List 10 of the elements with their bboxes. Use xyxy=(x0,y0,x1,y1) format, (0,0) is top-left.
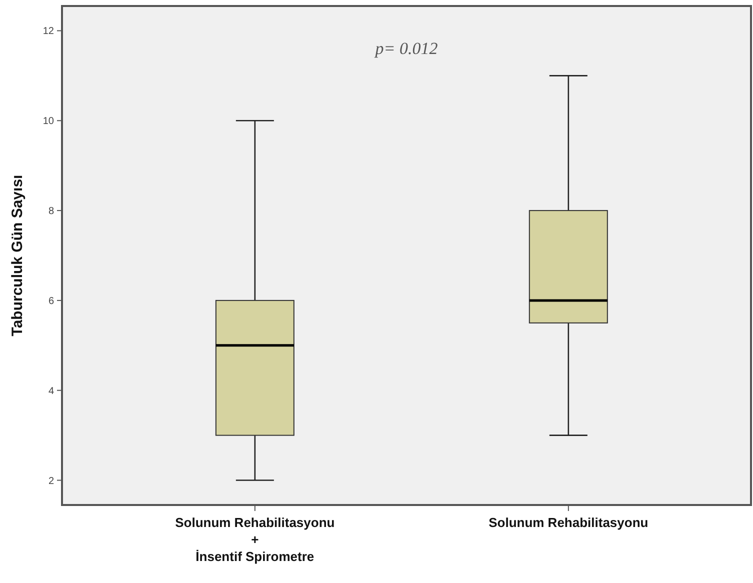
x-tick-label: Solunum Rehabilitasyonu + İnsentif Spirometre xyxy=(175,515,335,564)
y-tick-label: 6 xyxy=(48,296,54,307)
y-tick-label: 10 xyxy=(42,116,54,128)
y-tick-label: 12 xyxy=(42,26,54,38)
annotation: p= 0.012 xyxy=(374,39,438,58)
x-tick-label: Solunum Rehabilitasyonu xyxy=(488,515,648,530)
y-axis-title: Taburculuk Gün Sayısı xyxy=(9,174,26,336)
y-tick-label: 8 xyxy=(48,206,54,218)
y-tick-label: 4 xyxy=(48,386,54,397)
y-tick-label: 2 xyxy=(48,476,54,487)
